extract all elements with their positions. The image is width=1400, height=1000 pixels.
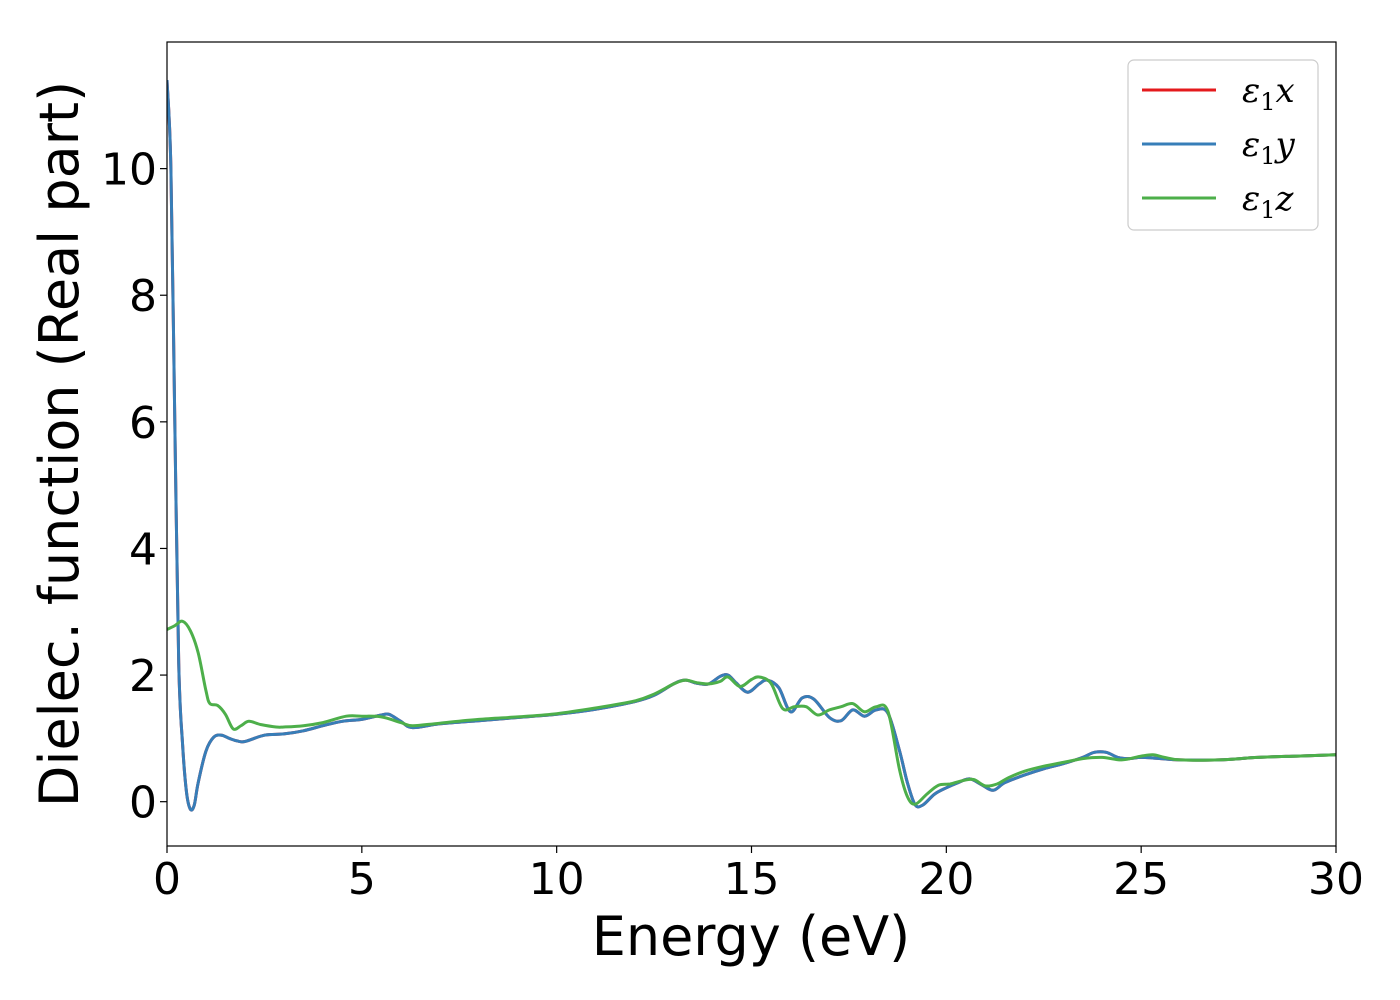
x-tick-label: 30 xyxy=(1308,854,1364,905)
legend-label-x: ε1x xyxy=(1242,71,1295,116)
legend-frame xyxy=(1127,59,1319,231)
x-axis-ticks: 0 5 10 15 20 25 30 xyxy=(153,846,1364,905)
series-line-z xyxy=(167,619,1336,806)
x-tick-label: 25 xyxy=(1113,854,1169,905)
plot-lines xyxy=(167,79,1336,812)
y-tick-label: 4 xyxy=(129,524,157,575)
x-tick-label: 20 xyxy=(918,854,974,905)
y-tick-label: 2 xyxy=(129,651,157,702)
y-tick-label: 8 xyxy=(129,271,157,322)
legend: ε1x ε1y ε1z xyxy=(1127,59,1319,231)
x-tick-label: 15 xyxy=(724,854,780,905)
x-axis-label: Energy (eV) xyxy=(592,905,911,968)
x-tick-label: 10 xyxy=(529,854,585,905)
y-tick-label: 0 xyxy=(129,778,157,829)
x-tick-label: 0 xyxy=(153,854,181,905)
legend-label-z: ε1z xyxy=(1242,179,1295,224)
x-tick-label: 5 xyxy=(348,854,376,905)
y-axis-ticks: 0 2 4 6 8 10 xyxy=(101,145,167,829)
y-axis-label: Dielec. function (Real part) xyxy=(28,81,91,807)
y-tick-label: 10 xyxy=(101,145,157,196)
legend-label-y: ε1y xyxy=(1242,125,1296,170)
y-tick-label: 6 xyxy=(129,398,157,449)
